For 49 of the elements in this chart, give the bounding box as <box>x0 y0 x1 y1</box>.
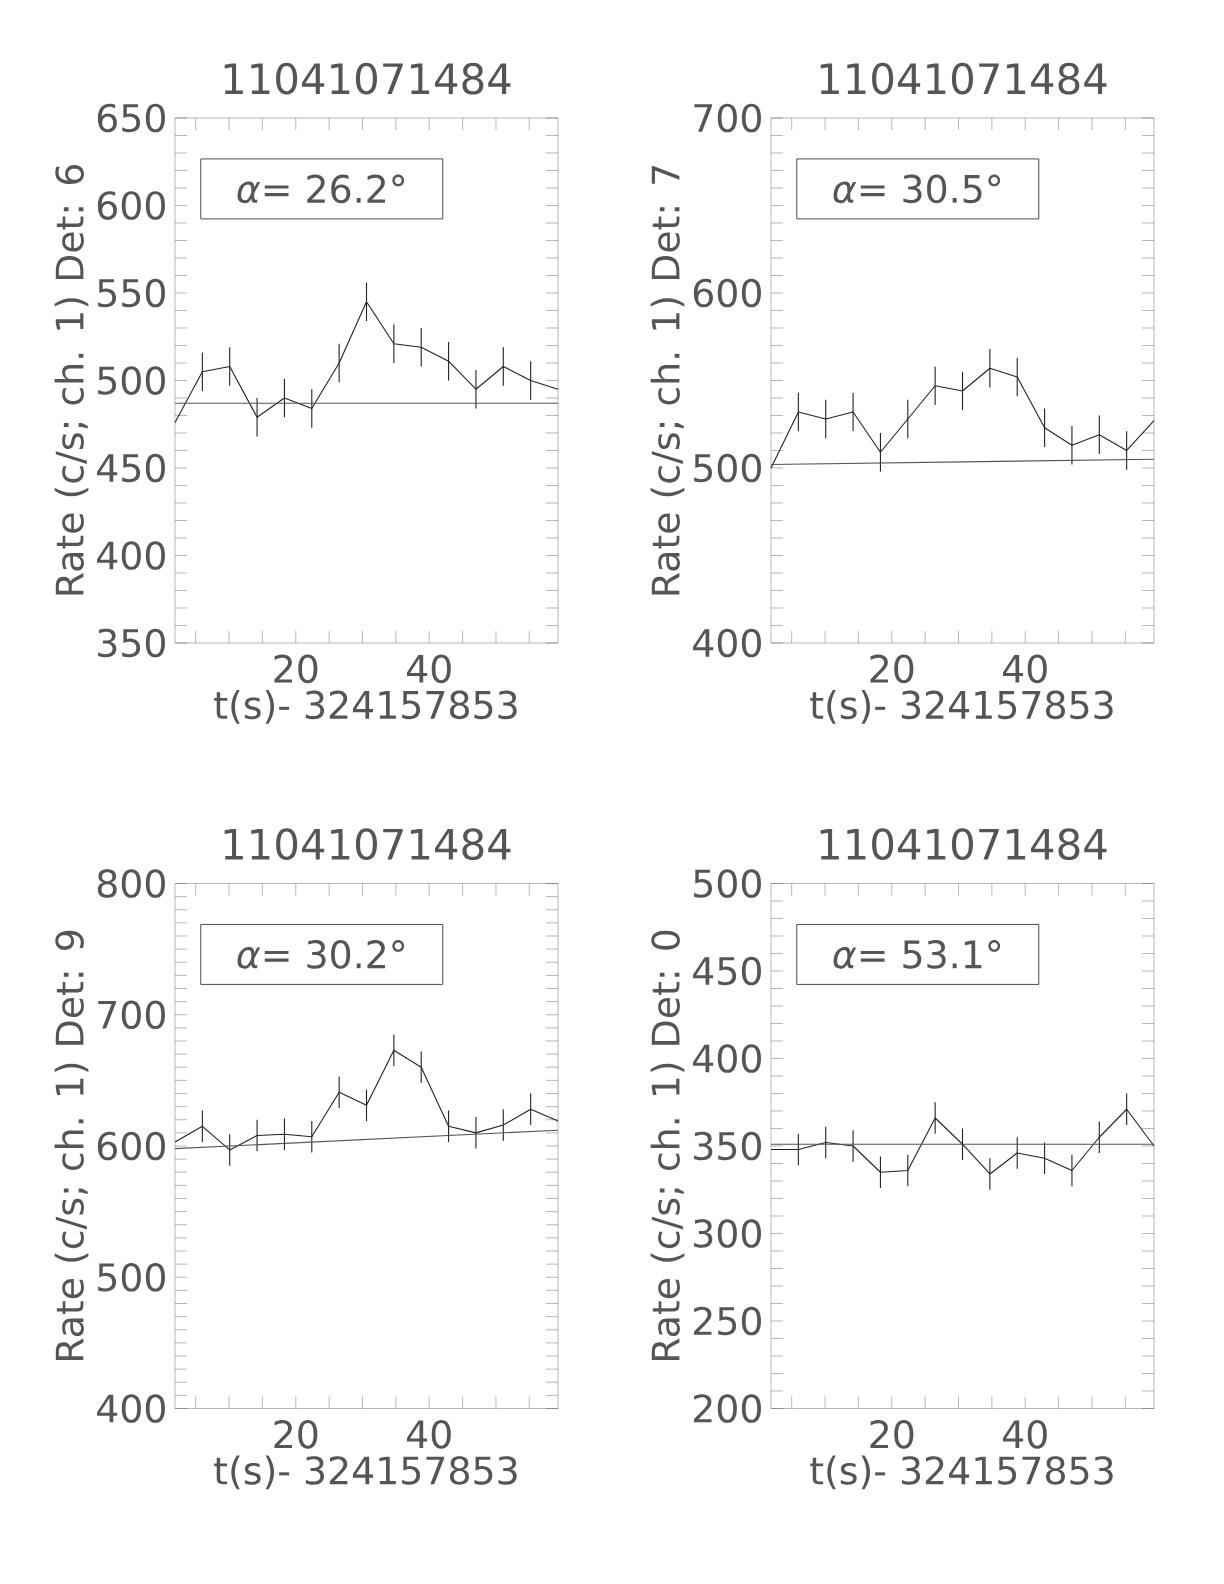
y-axis-title: Rate (c/s; ch. 1) Det: 6 <box>54 165 89 595</box>
x-tick-label: 20 <box>870 654 914 684</box>
y-tick-label: 400 <box>693 628 761 658</box>
y-tick-label: 400 <box>693 1044 761 1073</box>
y-tick-label: 300 <box>694 1219 761 1248</box>
x-tick-label: 40 <box>1002 1420 1047 1449</box>
y-tick-label: 450 <box>97 453 165 483</box>
annotation: α= 30.5° <box>833 174 1001 204</box>
y-tick-label: 600 <box>693 278 761 308</box>
annotation: α= 26.2° <box>237 174 405 204</box>
x-tick-label: 40 <box>406 654 451 684</box>
y-tick-label: 250 <box>693 1306 761 1336</box>
y-tick-label: 600 <box>97 191 165 220</box>
annotation: α= 53.1° <box>833 940 1001 969</box>
y-tick-label: 500 <box>694 869 761 898</box>
x-tick-label: 40 <box>406 1420 451 1449</box>
x-axis-title: t(s)- 324157853 <box>214 689 517 724</box>
y-tick-label: 500 <box>98 366 165 395</box>
y-tick-label: 400 <box>97 1394 165 1423</box>
y-axis-title: Rate (c/s; ch. 1) Det: 9 <box>54 930 89 1361</box>
x-axis-title: t(s)- 324157853 <box>214 1455 517 1490</box>
chart-title: 11041071484 <box>224 828 511 860</box>
y-tick-label: 350 <box>694 1131 761 1161</box>
y-tick-label: 500 <box>694 453 761 483</box>
y-axis-title: Rate (c/s; ch. 1) Det: 7 <box>650 165 685 595</box>
y-tick-label: 700 <box>694 103 761 133</box>
y-tick-label: 600 <box>97 1131 165 1161</box>
y-tick-label: 350 <box>98 628 165 658</box>
x-tick-label: 20 <box>274 1420 318 1449</box>
x-tick-label: 40 <box>1002 654 1047 684</box>
chart-title: 11041071484 <box>820 62 1107 95</box>
y-tick-label: 800 <box>97 869 165 898</box>
line-series <box>174 301 559 424</box>
y-axis-title: Rate (c/s; ch. 1) Det: 0 <box>650 930 685 1361</box>
x-axis-title: t(s)- 324157853 <box>810 1455 1113 1490</box>
x-tick-label: 20 <box>870 1420 914 1449</box>
y-tick-label: 650 <box>97 103 165 133</box>
line-series <box>174 1049 559 1151</box>
y-tick-label: 700 <box>98 1000 165 1030</box>
y-tick-label: 500 <box>98 1262 165 1292</box>
x-tick-label: 20 <box>274 654 318 684</box>
x-axis-title: t(s)- 324157853 <box>810 689 1113 724</box>
y-tick-label: 450 <box>693 956 761 986</box>
annotation: α= 30.2° <box>237 940 405 969</box>
y-tick-label: 200 <box>693 1394 761 1423</box>
chart-title: 11041071484 <box>820 828 1107 860</box>
y-tick-label: 400 <box>97 541 165 570</box>
chart-title: 11041071484 <box>224 62 511 95</box>
y-tick-label: 550 <box>98 278 165 308</box>
